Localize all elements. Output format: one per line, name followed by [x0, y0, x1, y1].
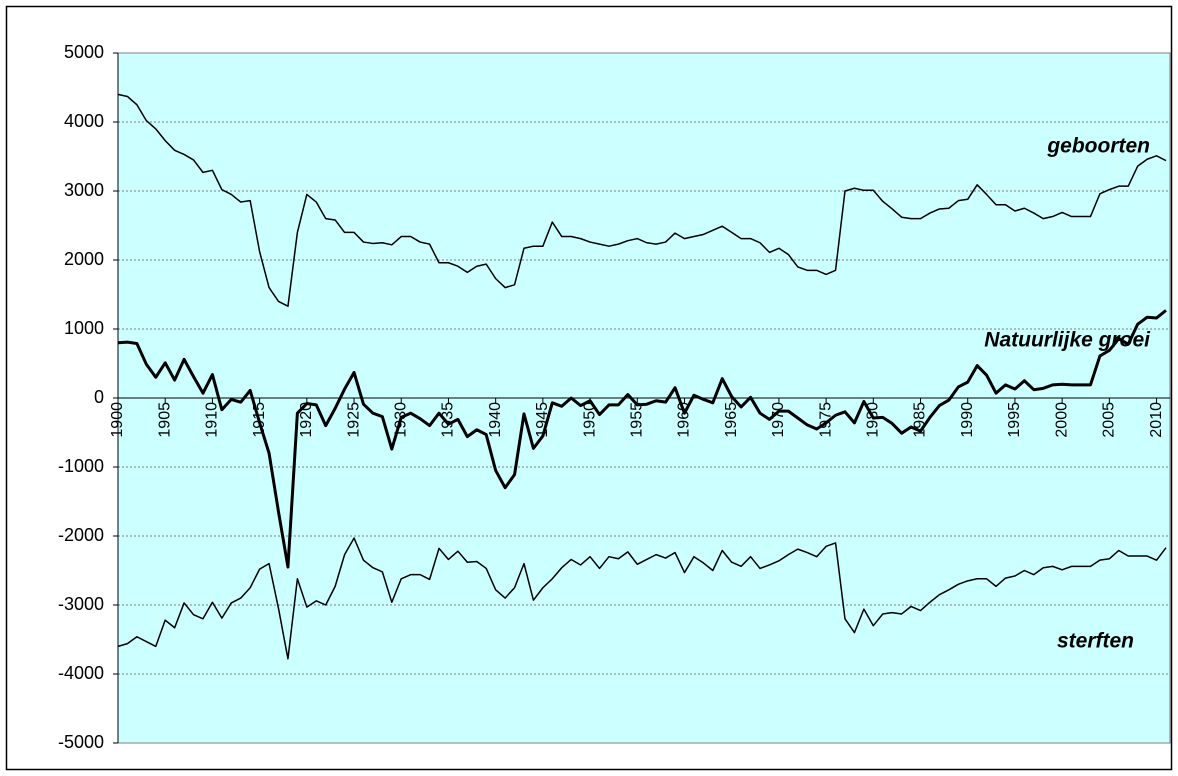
y-tick-label: -1000: [58, 456, 104, 476]
y-tick-label: -3000: [58, 594, 104, 614]
x-tick-label: 1970: [770, 402, 787, 438]
x-tick-label: 2005: [1101, 402, 1118, 438]
series-label: Natuurlijke groei: [984, 329, 1151, 352]
series-line: [117, 537, 1167, 660]
x-tick-label: 1965: [723, 402, 740, 438]
x-tick-label: 1960: [676, 402, 693, 438]
y-tick-label: 5000: [64, 42, 104, 62]
series-line: [117, 93, 1167, 307]
x-tick-label: 1900: [109, 402, 126, 438]
y-tick-label: 1000: [64, 318, 104, 338]
series-label: sterften: [1057, 630, 1134, 653]
x-tick-label: 1920: [298, 402, 315, 438]
x-tick-label: 1990: [959, 402, 976, 438]
y-tick-label: 2000: [64, 249, 104, 269]
y-tick-label: 0: [94, 387, 104, 407]
x-tick-label: 1945: [534, 402, 551, 438]
x-tick-label: 1955: [628, 402, 645, 438]
x-tick-label: 1975: [817, 402, 834, 438]
y-tick-label: 4000: [64, 111, 104, 131]
series-line: [117, 309, 1167, 569]
x-tick-label: 1910: [204, 402, 221, 438]
x-tick-label: 1925: [345, 402, 362, 438]
y-tick-label: -5000: [58, 732, 104, 752]
y-tick-label: 3000: [64, 180, 104, 200]
series-label: geboorten: [1046, 135, 1150, 158]
x-tick-label: 1950: [581, 402, 598, 438]
y-tick-label: -2000: [58, 525, 104, 545]
x-tick-label: 1905: [156, 402, 173, 438]
x-tick-label: 1935: [440, 402, 457, 438]
x-tick-label: 1995: [1006, 402, 1023, 438]
x-tick-label: 2010: [1148, 402, 1165, 438]
y-tick-label: -4000: [58, 663, 104, 683]
x-tick-label: 2000: [1053, 402, 1070, 438]
x-tick-label: 1940: [487, 402, 504, 438]
